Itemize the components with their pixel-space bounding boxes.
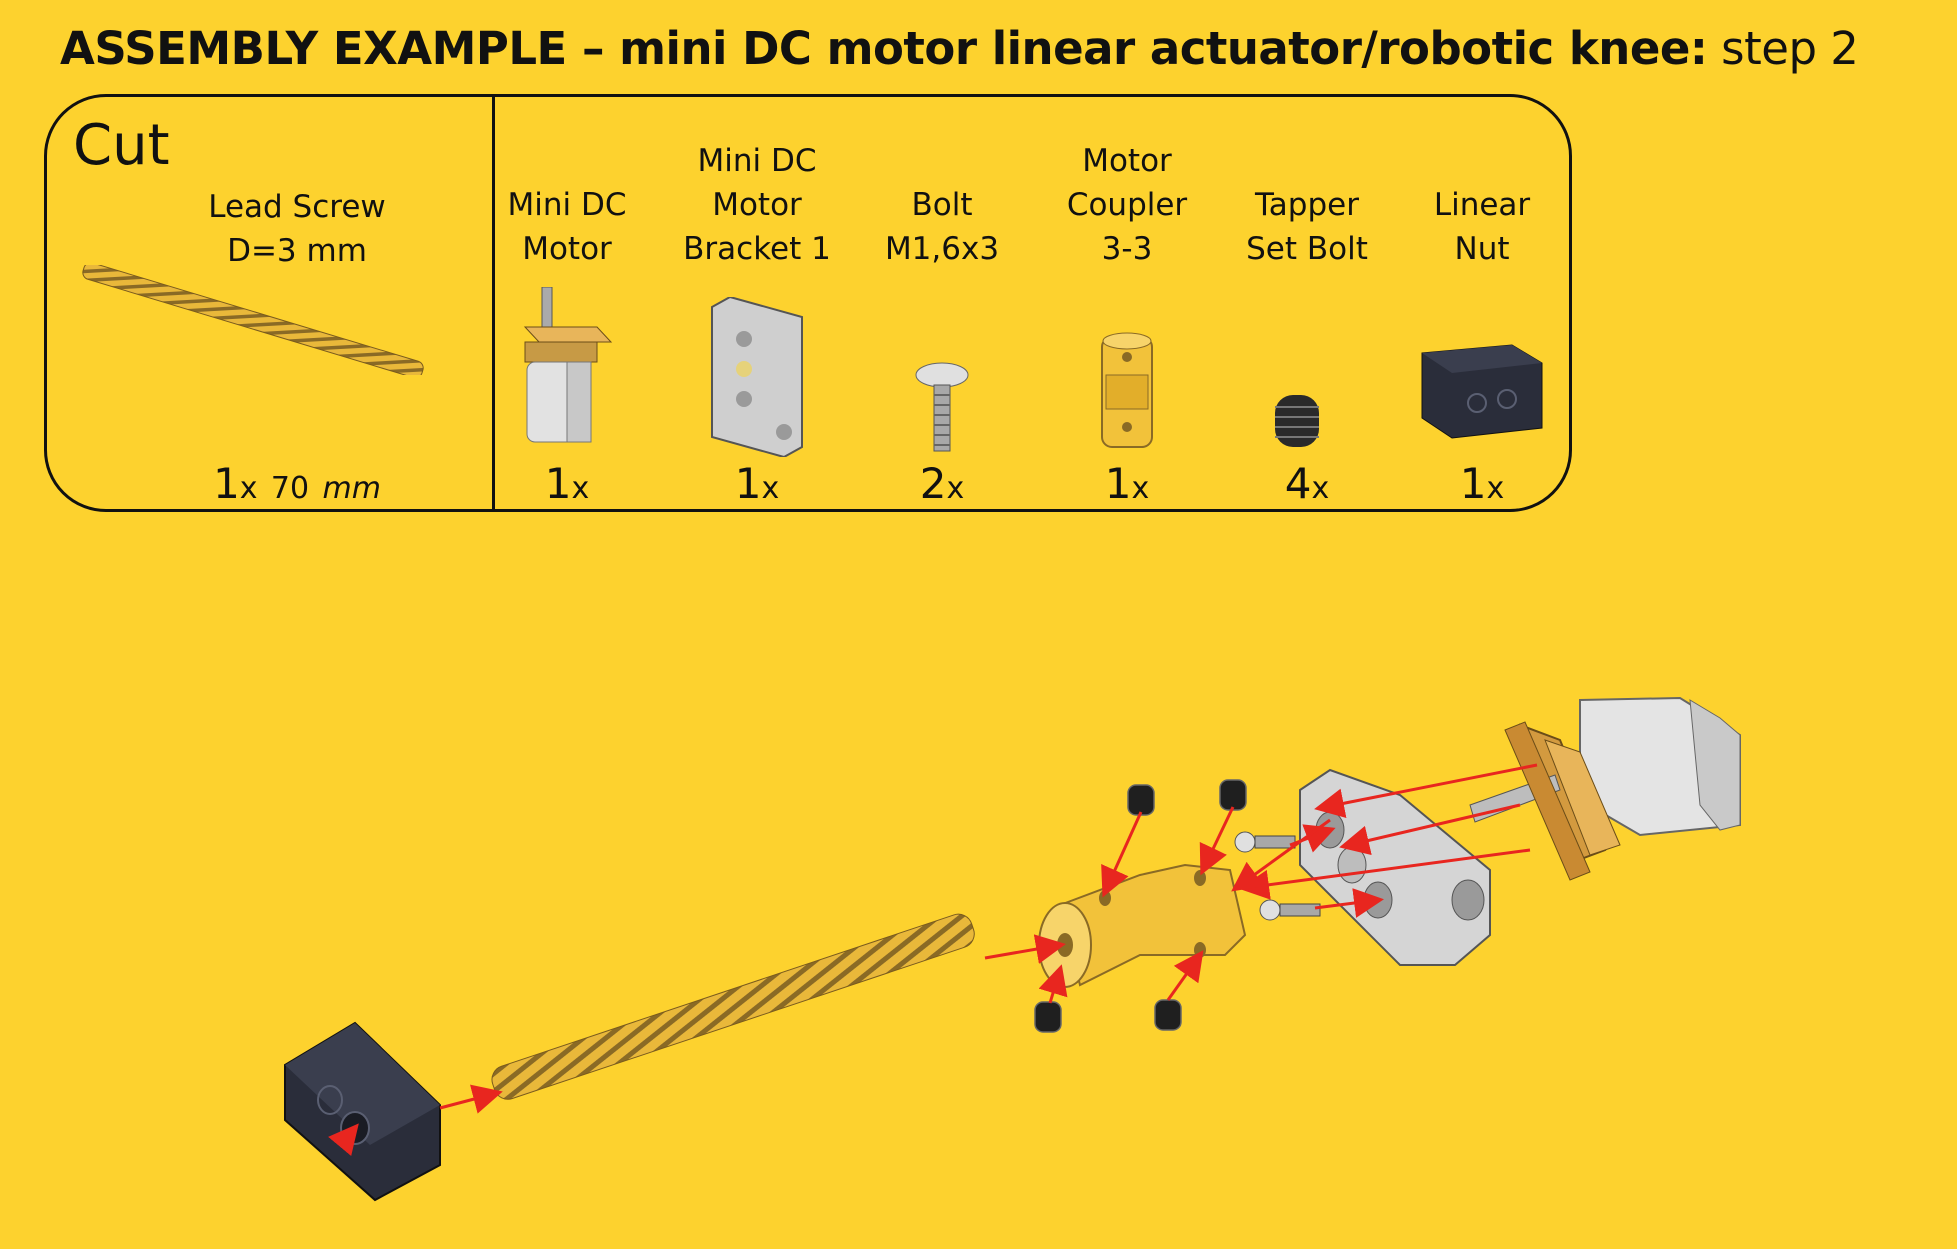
qty-motor-bracket: 1x xyxy=(734,459,780,508)
parts-list-panel: Cut Lead Screw D=3 mm 1x 70 mm Mini DC M… xyxy=(44,94,1572,512)
title-main: ASSEMBLY EXAMPLE – mini DC motor linear … xyxy=(60,22,1708,75)
qty-set-bolt: 4x xyxy=(1284,459,1330,508)
lead-screw-label: Lead Screw D=3 mm xyxy=(208,189,386,269)
motor-coupler-image xyxy=(1101,332,1153,448)
assembly-set-bolts xyxy=(1034,779,1247,1033)
panel-divider xyxy=(492,97,495,509)
lead-screw-image xyxy=(82,265,424,375)
qty-bolt: 2x xyxy=(919,459,965,508)
lead-screw-qty: 1x 70 mm xyxy=(213,459,381,508)
assembly-linear-nut xyxy=(284,1021,441,1202)
bolt-image xyxy=(915,362,969,452)
title-step: step 2 xyxy=(1707,22,1859,75)
part-label-bolt: Bolt M1,6x3 xyxy=(884,187,1000,267)
assembly-lead-screw xyxy=(491,913,975,1100)
qty-mini-dc-motor: 1x xyxy=(544,459,590,508)
assembly-motor xyxy=(1469,696,1741,881)
qty-linear-nut: 1x xyxy=(1459,459,1505,508)
assembly-coupler xyxy=(1038,863,1247,988)
part-label-motor-coupler: Motor Coupler 3-3 xyxy=(1066,143,1188,267)
part-label-mini-dc-motor: Mini DC Motor xyxy=(507,187,627,267)
linear-nut-image xyxy=(1421,344,1543,439)
page-title: ASSEMBLY EXAMPLE – mini DC motor linear … xyxy=(60,22,1940,75)
motor-bracket-image xyxy=(711,297,803,457)
mini-dc-motor-image xyxy=(523,287,613,443)
part-label-motor-bracket: Mini DC Motor Bracket 1 xyxy=(683,143,831,267)
assembly-arrows xyxy=(328,763,1538,1157)
qty-motor-coupler: 1x xyxy=(1104,459,1150,508)
part-label-linear-nut: Linear Nut xyxy=(1433,187,1531,267)
set-bolt-image xyxy=(1275,395,1319,447)
part-label-set-bolt: Tapper Set Bolt xyxy=(1246,187,1368,267)
cut-heading: Cut xyxy=(73,113,170,178)
